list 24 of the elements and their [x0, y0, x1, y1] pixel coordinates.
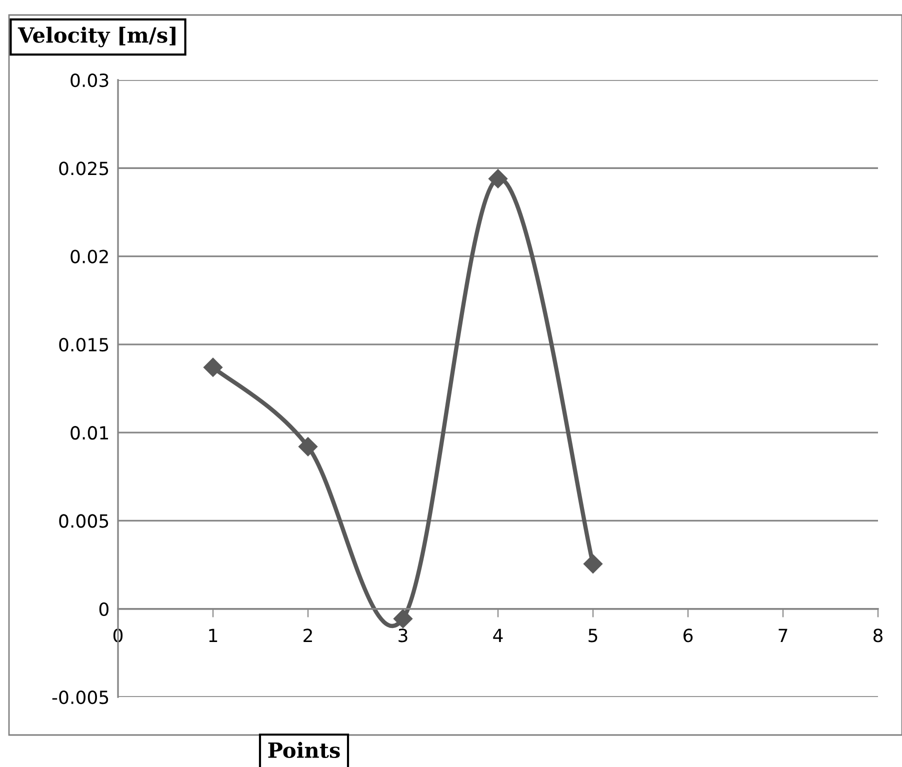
point: [393, 609, 413, 628]
y-tick-label: 0.005: [59, 514, 108, 528]
x-tick-label: 2: [304, 628, 312, 642]
x-tick-label: 3: [398, 628, 408, 642]
x-axis-title: Points: [268, 742, 340, 758]
y-tick-label: 0.03: [70, 73, 108, 88]
y-tick-label: 0.015: [59, 338, 108, 352]
y-axis-title: Velocity [m/s]: [18, 26, 176, 48]
x-tick-label: 8: [873, 628, 883, 642]
y-tick-label: -0.005: [52, 690, 108, 704]
x-tick-label: 1: [209, 628, 218, 642]
x-tick-label: 7: [778, 628, 788, 642]
point: [488, 169, 508, 188]
y-tick-label: 0.02: [70, 250, 108, 264]
point: [298, 437, 318, 456]
y-tick-label: 0.025: [59, 162, 108, 176]
x-tick-label: 4: [493, 628, 503, 642]
point: [583, 554, 603, 574]
x-tick-label: 0: [113, 628, 123, 642]
y-tick-label: 0: [99, 602, 108, 616]
y-tick-label: 0.01: [70, 426, 108, 440]
x-tick-label: 5: [588, 628, 598, 642]
x-tick-label: 6: [684, 628, 693, 642]
point: [203, 358, 223, 377]
